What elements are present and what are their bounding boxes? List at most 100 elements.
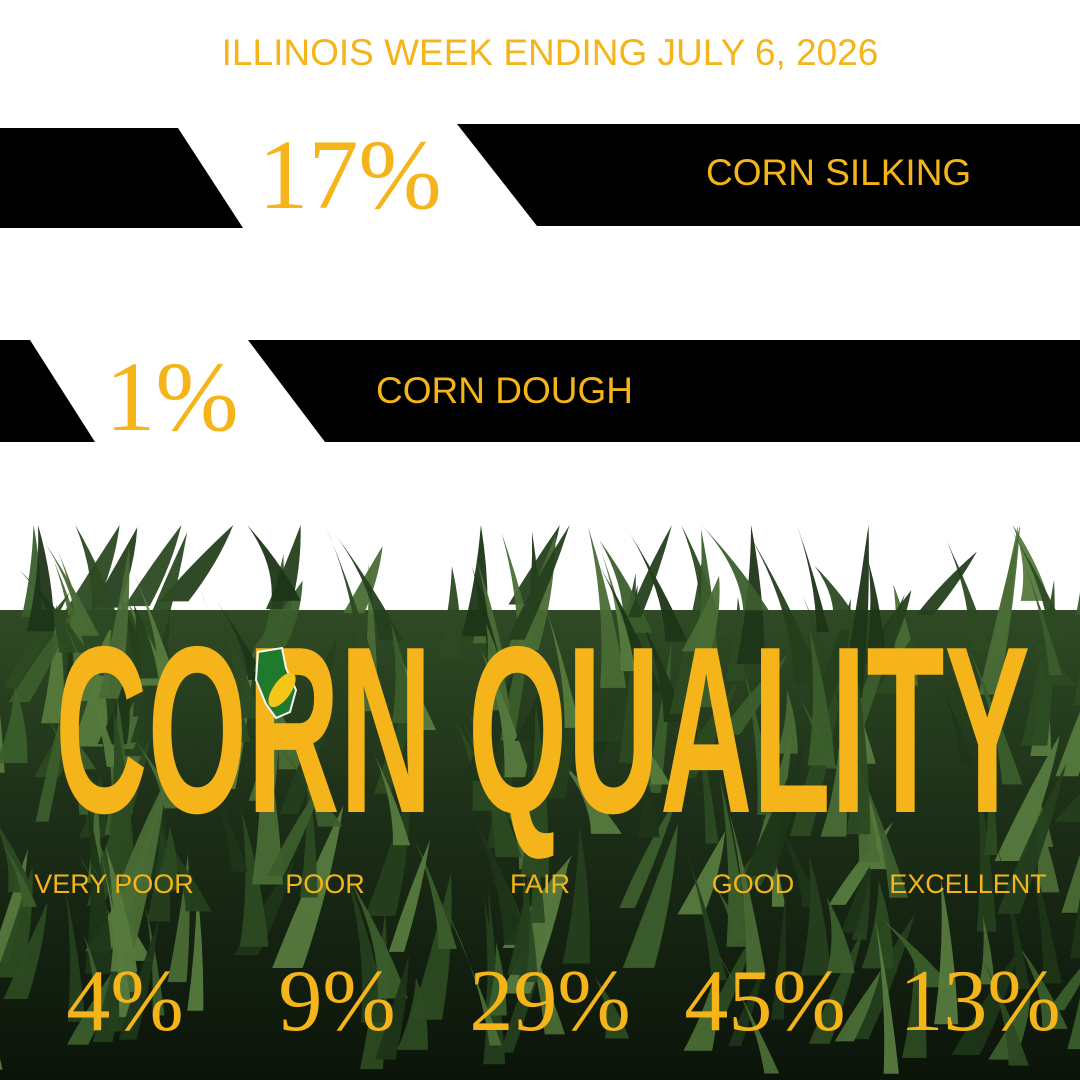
silking-value: 17% bbox=[258, 119, 441, 230]
leaf bbox=[463, 706, 516, 812]
leaf bbox=[299, 771, 318, 898]
leaf bbox=[708, 929, 757, 1018]
rating-label: FAIR bbox=[510, 869, 570, 899]
leaf bbox=[683, 980, 717, 1051]
leaf bbox=[45, 699, 96, 770]
leaf bbox=[414, 839, 457, 950]
leaf bbox=[599, 566, 662, 693]
leaf bbox=[677, 831, 726, 915]
leaf bbox=[332, 530, 403, 641]
leaf bbox=[0, 838, 37, 907]
leaf bbox=[744, 743, 804, 877]
leaf bbox=[375, 954, 409, 1060]
leaf bbox=[952, 612, 1023, 785]
dough-label: CORN DOUGH bbox=[376, 370, 633, 411]
illinois-logo bbox=[254, 646, 298, 720]
leaf bbox=[875, 624, 921, 694]
leaf bbox=[105, 844, 138, 972]
leaf bbox=[594, 976, 630, 1039]
leaf bbox=[851, 846, 871, 940]
leaf bbox=[637, 763, 660, 838]
leaf bbox=[826, 896, 855, 974]
banner-right bbox=[457, 124, 1080, 226]
leaf bbox=[132, 572, 173, 672]
leaf bbox=[480, 648, 531, 778]
leaf bbox=[374, 753, 411, 846]
leaf bbox=[98, 546, 130, 699]
leaf bbox=[461, 525, 488, 637]
leaf bbox=[145, 903, 165, 1016]
leaf bbox=[834, 971, 881, 1042]
leaf bbox=[936, 675, 974, 766]
leaf bbox=[676, 827, 728, 981]
leaf bbox=[1061, 854, 1080, 913]
leaf bbox=[151, 820, 212, 912]
leaf bbox=[951, 949, 1020, 1056]
leaf bbox=[743, 667, 777, 815]
leaf bbox=[247, 525, 301, 601]
leaf bbox=[865, 561, 887, 664]
quality-title: CORN QUALITY bbox=[55, 598, 1030, 863]
leaf bbox=[361, 563, 378, 712]
leaf bbox=[507, 525, 570, 640]
dough-value: 1% bbox=[105, 341, 238, 452]
leaf bbox=[916, 551, 978, 615]
leaf bbox=[437, 566, 462, 660]
header-title: ILLINOIS WEEK ENDING JULY 6, 2026 bbox=[222, 32, 879, 73]
leaf bbox=[111, 779, 168, 949]
leaf bbox=[979, 916, 995, 985]
leaf bbox=[618, 713, 671, 785]
leaf bbox=[218, 613, 261, 719]
leaf bbox=[459, 715, 522, 858]
banner-left bbox=[0, 340, 95, 442]
leaf bbox=[83, 932, 110, 1020]
leaf bbox=[501, 533, 540, 670]
leaf bbox=[861, 880, 894, 969]
leaf bbox=[627, 525, 672, 618]
leaf bbox=[0, 1058, 3, 1070]
leaf bbox=[701, 525, 769, 611]
rating-value: 9% bbox=[278, 953, 395, 1050]
rating-label: EXCELLENT bbox=[889, 869, 1047, 899]
leaf bbox=[187, 887, 204, 1011]
leaf bbox=[63, 620, 120, 767]
leaf bbox=[1070, 897, 1080, 959]
leaf bbox=[601, 551, 637, 672]
leaf bbox=[65, 891, 86, 1022]
leaf bbox=[253, 580, 303, 648]
leaf bbox=[1048, 968, 1080, 1011]
leaf bbox=[396, 977, 428, 1050]
leaf bbox=[410, 872, 452, 1020]
leaf bbox=[1076, 592, 1080, 615]
leaf bbox=[507, 873, 530, 975]
leaf bbox=[719, 776, 749, 947]
rating-label: POOR bbox=[285, 869, 365, 899]
leaf bbox=[476, 557, 508, 676]
leaf bbox=[486, 942, 507, 1016]
leaf bbox=[689, 678, 719, 844]
leaf bbox=[796, 525, 829, 633]
leaf bbox=[934, 664, 989, 727]
leaf bbox=[902, 949, 927, 1058]
leaf bbox=[1055, 711, 1080, 777]
rating-label: VERY POOR bbox=[34, 869, 194, 899]
leaf bbox=[635, 608, 686, 723]
leaf bbox=[728, 810, 766, 976]
leaf bbox=[552, 752, 622, 834]
leaf bbox=[978, 525, 1021, 695]
leaf bbox=[840, 525, 869, 698]
leaf bbox=[629, 533, 688, 642]
leaf bbox=[981, 958, 1029, 1066]
leaf bbox=[444, 906, 502, 1046]
leaf bbox=[306, 637, 337, 699]
corn-leaves bbox=[0, 525, 1080, 1074]
leaf bbox=[101, 854, 134, 1017]
leaf bbox=[728, 963, 766, 1047]
leaf bbox=[193, 738, 248, 872]
banner-right bbox=[248, 340, 1080, 442]
leaf bbox=[374, 654, 428, 794]
leaf bbox=[348, 878, 408, 999]
rating-value: 45% bbox=[684, 953, 845, 1050]
leaf bbox=[325, 525, 371, 651]
